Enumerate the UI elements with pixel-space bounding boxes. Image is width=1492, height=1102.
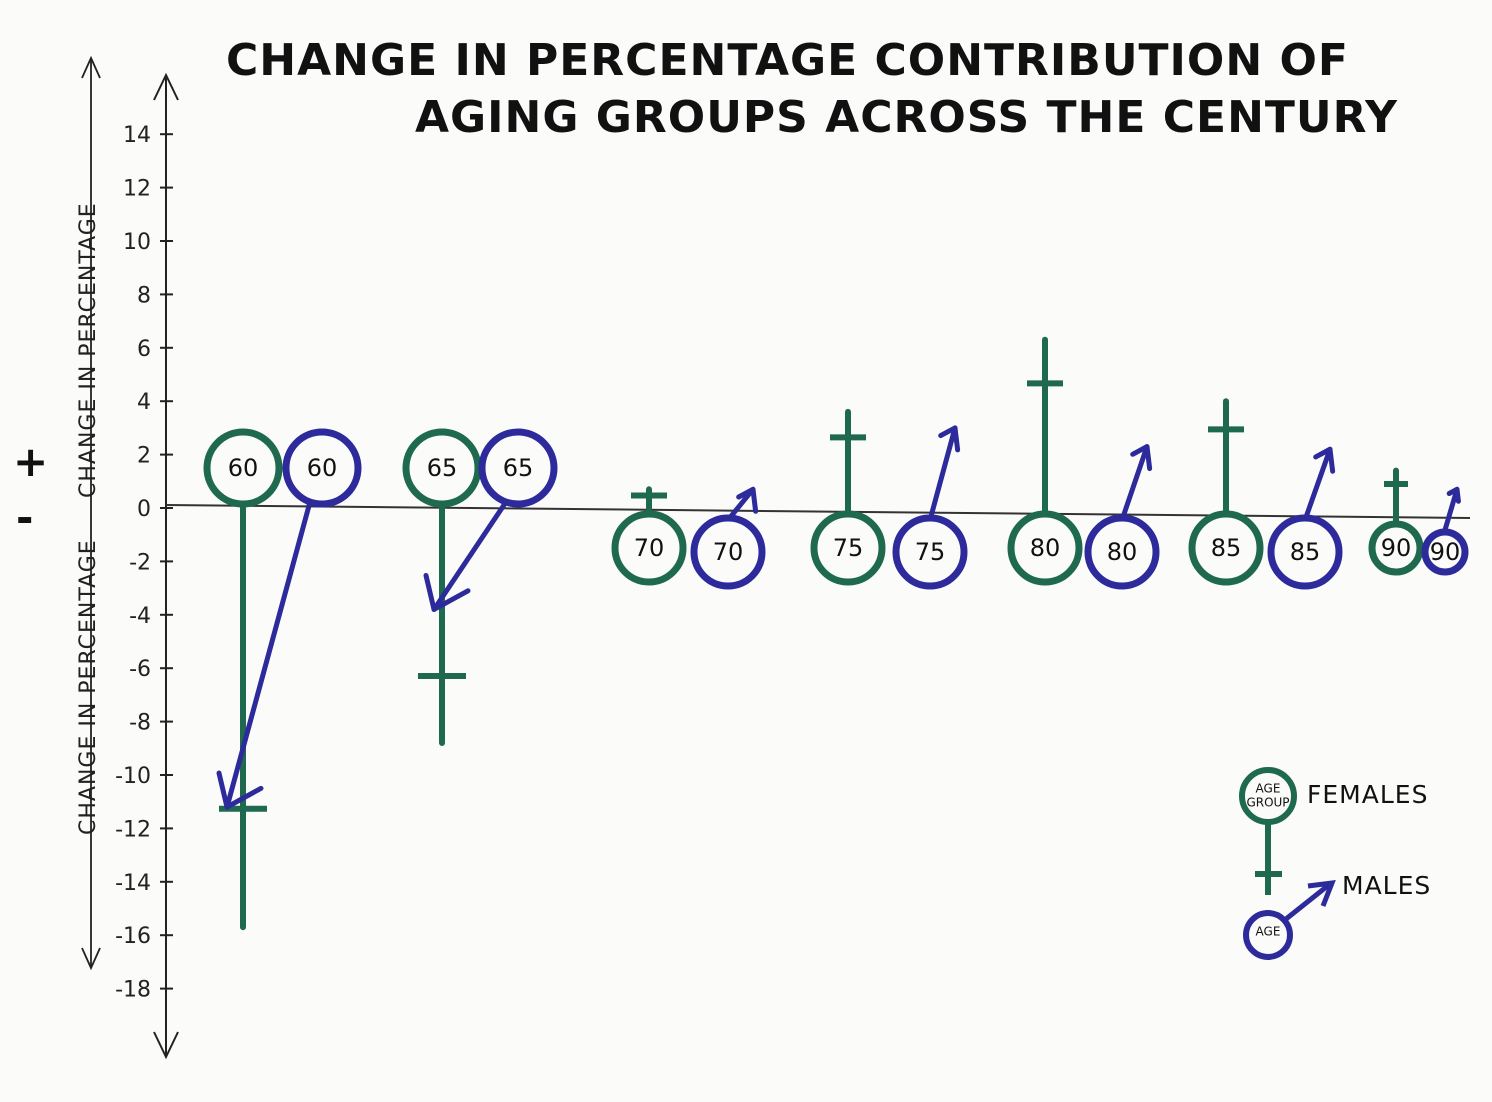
y-axis-tick-label: -18: [115, 978, 151, 1003]
y-axis-tick-label: 6: [137, 337, 151, 362]
female-category-circle: [810, 510, 886, 586]
male-bar-arrow: [927, 425, 958, 523]
negative-y-axis-label: CHANGE IN PERCENTAGE: [76, 539, 101, 835]
female-category-circle: [611, 510, 687, 586]
legend-male-circle: [1243, 910, 1293, 960]
legend-male-arrow-icon: [1307, 879, 1336, 907]
chart-marks: 60 60 65 65 70 70 75 75 80 80 85 85 90 90: [203, 336, 1469, 931]
male-bar-arrow-head-icon: [1313, 446, 1336, 474]
chart-title-line-1: CHANGE IN PERCENTAGE CONTRIBUTION OF: [226, 35, 1349, 86]
male-category-label: 80: [1107, 538, 1138, 566]
chart-title: CHANGE IN PERCENTAGE CONTRIBUTION OF AGI…: [226, 35, 1398, 143]
y-axis-tick-label: -14: [115, 871, 151, 896]
y-axis-label-down-arrow-icon: [81, 947, 101, 971]
y-axis-label-up-arrow-icon: [81, 55, 101, 79]
positive-sign-label: +: [13, 437, 48, 486]
y-axis-tick-label: -8: [129, 711, 151, 736]
y-axis-ticks: 14 12 10 8 6 4 2 0 -2 -4 -6 -8 -10 -12 -14 -16 -18: [115, 123, 173, 1003]
y-axis-tick-label: -10: [115, 764, 151, 789]
legend-females-label: FEMALES: [1307, 780, 1428, 809]
y-axis-tick-label: 2: [137, 444, 151, 469]
y-axis-tick-label: 0: [137, 497, 151, 522]
male-category-circle: [1421, 528, 1469, 576]
male-category-label: 70: [713, 538, 744, 566]
female-category-label: 80: [1030, 534, 1061, 562]
male-category-label: 90: [1430, 538, 1461, 566]
legend-male-arrow-line: [1284, 882, 1332, 921]
y-axis-label-group: CHANGE IN PERCENTAGE CHANGE IN PERCENTAG…: [13, 55, 101, 971]
legend: AGE GROUP FEMALES AGE MALES: [1239, 767, 1431, 960]
male-bar-arrow-head-icon: [938, 425, 961, 453]
male-category-label: 85: [1290, 538, 1321, 566]
positive-y-axis-label: CHANGE IN PERCENTAGE: [76, 202, 101, 498]
female-category-circle: [1188, 510, 1264, 586]
y-axis-tick-label: -16: [115, 924, 151, 949]
female-category-label: 85: [1211, 534, 1242, 562]
male-bar-arrow: [224, 499, 313, 810]
y-axis-tick-label: -12: [115, 817, 151, 842]
male-category-circle: [1267, 514, 1343, 590]
y-axis-tick-label: -2: [129, 550, 151, 575]
female-category-circle: [402, 428, 482, 508]
x-zero-axis-group: [165, 504, 1471, 519]
y-axis-bottom-arrow-icon: [153, 1031, 179, 1060]
male-category-label: 60: [307, 454, 338, 482]
y-axis-group: 14 12 10 8 6 4 2 0 -2 -4 -6 -8 -10 -12 -14 -16 -18: [115, 72, 179, 1060]
legend-female-group-text: GROUP: [1246, 796, 1289, 810]
male-bar-arrow: [431, 499, 509, 612]
chart-title-line-2: AGING GROUPS ACROSS THE CENTURY: [415, 92, 1398, 143]
y-axis-tick-label: 14: [123, 123, 151, 148]
y-axis-tick-label: -4: [129, 604, 151, 629]
male-bar-arrow-head-icon: [736, 486, 759, 514]
male-category-label: 65: [503, 454, 534, 482]
legend-female-age-text: AGE: [1256, 782, 1281, 796]
zero-axis-line: [165, 504, 1471, 519]
y-axis-tick-label: 10: [123, 230, 151, 255]
male-bar-arrow: [1302, 446, 1333, 523]
male-category-label: 75: [915, 538, 946, 566]
female-category-circle: [1007, 510, 1083, 586]
y-axis-tick-label: 4: [137, 390, 151, 415]
female-category-circle: [203, 428, 283, 508]
male-category-circle: [690, 514, 766, 590]
female-category-label: 60: [228, 454, 259, 482]
male-bar-arrow: [1442, 486, 1460, 533]
negative-sign-label: -: [16, 493, 33, 542]
male-bar-arrow-head-icon: [1130, 444, 1153, 472]
male-category-circle: [1084, 514, 1160, 590]
male-category-circle: [282, 428, 362, 508]
y-axis-top-arrow-icon: [153, 72, 179, 101]
male-bar-arrow-head-icon: [216, 770, 264, 810]
legend-males-label: MALES: [1342, 871, 1431, 900]
male-bar-arrow-head-icon: [423, 572, 471, 612]
male-category-circle: [478, 428, 558, 508]
male-bar-arrow-head-icon: [1446, 486, 1461, 504]
female-category-label: 70: [634, 534, 665, 562]
female-category-label: 75: [833, 534, 864, 562]
male-category-circle: [892, 514, 968, 590]
y-axis-tick-label: 8: [137, 283, 151, 308]
y-axis-tick-label: 12: [123, 177, 151, 202]
female-category-label: 90: [1381, 534, 1412, 562]
y-axis-tick-label: -6: [129, 657, 151, 682]
legend-male-age-text: AGE: [1256, 925, 1281, 939]
female-category-circle: [1368, 520, 1424, 576]
male-bar-arrow: [1119, 444, 1150, 523]
female-category-label: 65: [427, 454, 458, 482]
